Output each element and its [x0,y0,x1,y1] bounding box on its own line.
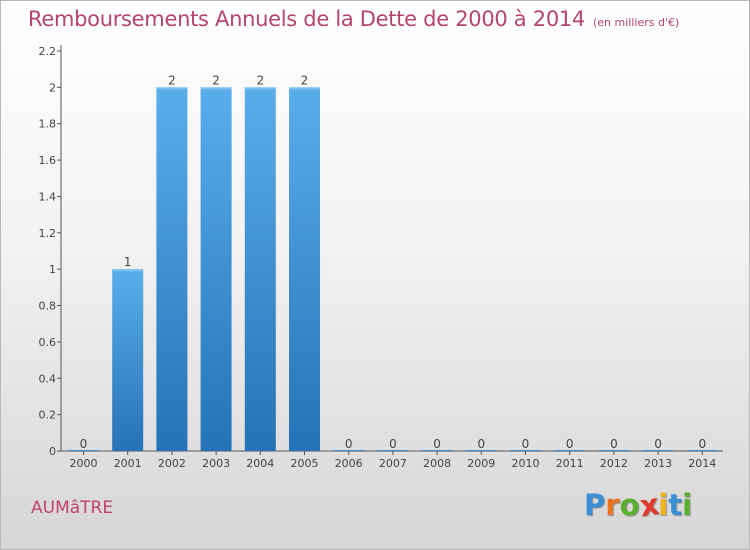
y-tick-label: 0.2 [39,409,57,422]
data-label: 0 [389,437,397,451]
bar [289,87,320,451]
chart-subtitle: (en milliers d'€) [593,16,680,29]
x-tick-label: 2007 [379,457,407,470]
data-label: 0 [477,437,485,451]
data-label: 2 [212,73,220,87]
bar [333,450,365,451]
bar [200,87,232,451]
proxiti-logo: Proxiti [584,486,693,524]
x-tick-label: 2005 [291,457,319,470]
bar-chart: 00.20.40.60.811.21.41.61.822.2 2000 2001 2… [39,45,723,470]
chart-title-text: Remboursements Annuels de la Dette de 20… [28,7,585,31]
bar [421,450,453,451]
bar [510,450,541,451]
data-label: 1 [124,255,132,269]
bars [68,87,718,451]
data-label: 2 [301,73,309,87]
bar [686,450,718,451]
bar [642,450,674,451]
y-tick-label: 0.6 [39,336,57,349]
y-tick-label: 1 [49,263,56,276]
bar-highlight [289,87,320,90]
x-tick-label: 2000 [70,457,98,470]
bar [156,87,188,451]
bar [68,450,99,451]
data-label: 0 [654,437,662,451]
x-tick-label: 2012 [600,457,628,470]
y-tick-label: 1.8 [39,118,57,131]
data-label: 0 [80,437,88,451]
x-axis: 2000 2001 2002 2003 2004 2005 2006 2007 2008 2009… [61,450,723,470]
y-tick-label: 1.2 [39,227,57,240]
x-tick-label: 2002 [158,457,186,470]
bar [112,269,144,451]
logo-letter: i [658,488,669,522]
logo-letter: o [619,488,640,522]
x-tick-label: 2010 [512,457,540,470]
bar-highlight [244,87,276,90]
bar [377,450,409,451]
x-tick-label: 2008 [423,457,451,470]
logo-letter: P [584,488,606,522]
data-label: 0 [433,437,441,451]
data-label: 2 [256,73,264,87]
data-label: 0 [566,437,574,451]
bar [244,87,276,451]
chart-title: Remboursements Annuels de la Dette de 20… [28,7,679,31]
y-tick-label: 2 [49,81,56,94]
x-tick-label: 2004 [246,457,274,470]
y-tick-label: 2.2 [39,45,57,58]
data-label: 2 [168,73,176,87]
y-tick-label: 0 [49,445,56,458]
x-tick-label: 2001 [114,457,142,470]
y-axis: 0 0.2 0.4 0.6 0.8 1 1.2 1.4 1.6 1.8 2 2.2 [39,45,62,458]
logo-letter: t [668,488,683,522]
bar-highlight [156,87,188,90]
commune-name: AUMâTRE [31,498,114,518]
logo-letter: r [605,488,620,522]
bar-highlight [112,269,144,272]
x-tick-label: 2011 [556,457,584,470]
y-tick-label: 1.6 [39,154,57,167]
data-label: 0 [698,437,706,451]
data-labels: 0 1 2 2 2 2 0 0 0 0 0 0 0 0 0 [80,73,706,451]
data-label: 0 [610,437,618,451]
data-label: 0 [522,437,530,451]
bar [598,450,630,451]
bar [465,450,497,451]
x-tick-label: 2014 [688,457,716,470]
x-tick-label: 2009 [467,457,495,470]
y-tick-label: 1.4 [39,190,57,203]
x-tick-label: 2013 [644,457,672,470]
y-tick-label: 0.8 [39,300,57,313]
bar [554,450,586,451]
logo-letter: x [637,486,661,524]
data-label: 0 [345,437,353,451]
y-tick-label: 0.4 [39,372,57,385]
x-tick-label: 2006 [335,457,363,470]
logo-letter: i [682,488,693,522]
bar-highlight [200,87,232,90]
x-tick-label: 2003 [202,457,230,470]
